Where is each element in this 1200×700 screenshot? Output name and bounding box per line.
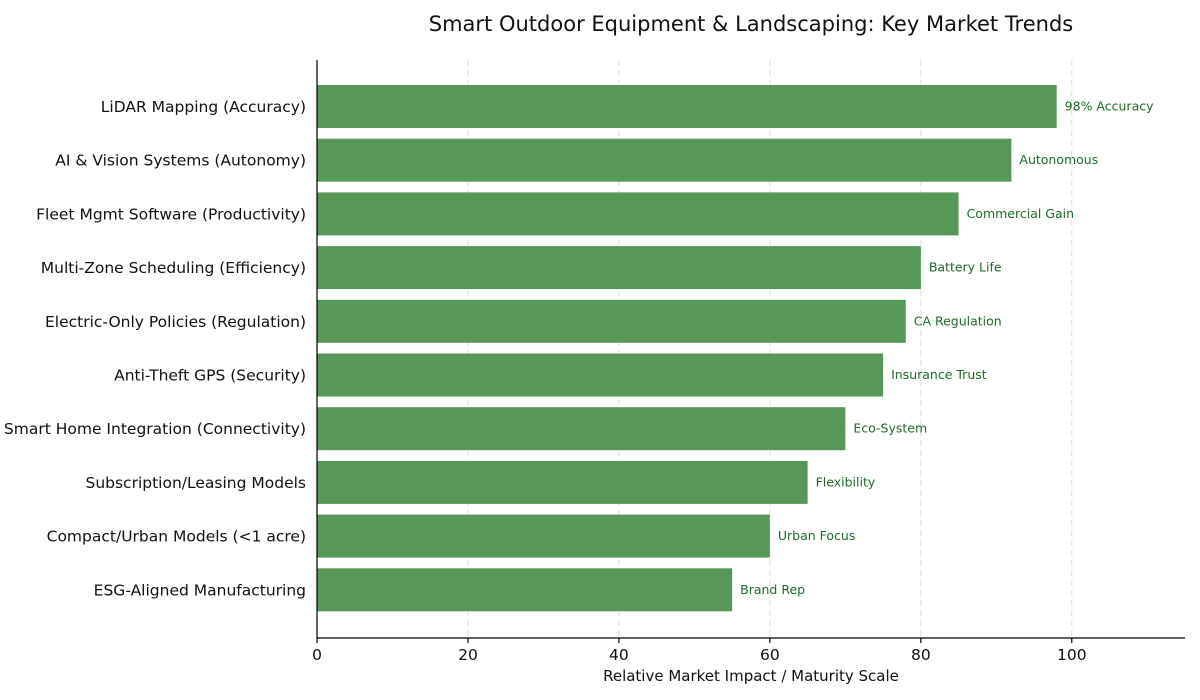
bar <box>317 138 1012 182</box>
bar <box>317 85 1057 128</box>
x-tick-label: 60 <box>760 646 780 664</box>
axes <box>316 60 1185 639</box>
x-tick-label: 80 <box>911 646 931 664</box>
category-label: Compact/Urban Models (<1 acre) <box>47 528 306 546</box>
bar <box>317 192 959 236</box>
category-label: AI & Vision Systems (Autonomy) <box>55 152 306 170</box>
category-labels: LiDAR Mapping (Accuracy) AI & Vision Syst… <box>4 98 306 599</box>
data-label: Insurance Trust <box>891 367 987 382</box>
category-label: ESG-Aligned Manufacturing <box>94 581 306 599</box>
x-tick-label: 20 <box>458 646 478 664</box>
x-tick-label: 0 <box>312 646 322 664</box>
category-label: Subscription/Leasing Models <box>85 474 306 492</box>
bar <box>317 246 921 290</box>
data-label: Battery Life <box>929 260 1002 275</box>
data-label: Autonomous <box>1019 152 1098 167</box>
category-label: Electric-Only Policies (Regulation) <box>45 313 306 331</box>
x-tick-label: 40 <box>609 646 629 664</box>
bar <box>317 568 733 612</box>
x-tick-label: 100 <box>1057 646 1087 664</box>
category-label: Multi-Zone Scheduling (Efficiency) <box>41 259 306 277</box>
bar <box>317 514 770 558</box>
bar <box>317 460 808 504</box>
data-labels: 98% Accuracy Autonomous Commercial Gain Bat… <box>740 99 1154 597</box>
category-label: Fleet Mgmt Software (Productivity) <box>36 205 306 223</box>
data-label: Flexibility <box>816 474 876 489</box>
data-label: Commercial Gain <box>967 206 1074 221</box>
data-label: CA Regulation <box>914 313 1002 328</box>
category-label: LiDAR Mapping (Accuracy) <box>101 98 306 116</box>
data-label: Brand Rep <box>740 582 805 597</box>
data-label: Eco-System <box>853 421 927 436</box>
bar <box>317 299 906 343</box>
bar <box>317 353 884 397</box>
data-label: Urban Focus <box>778 528 855 543</box>
x-ticks: 0 20 40 60 80 100 <box>312 638 1087 664</box>
bars <box>317 85 1057 612</box>
chart-title: Smart Outdoor Equipment & Landscaping: K… <box>429 12 1073 36</box>
bar <box>317 407 846 451</box>
x-axis-label: Relative Market Impact / Maturity Scale <box>603 667 899 685</box>
category-label: Anti-Theft GPS (Security) <box>114 367 306 385</box>
category-label: Smart Home Integration (Connectivity) <box>4 420 306 438</box>
data-label: 98% Accuracy <box>1065 99 1154 114</box>
